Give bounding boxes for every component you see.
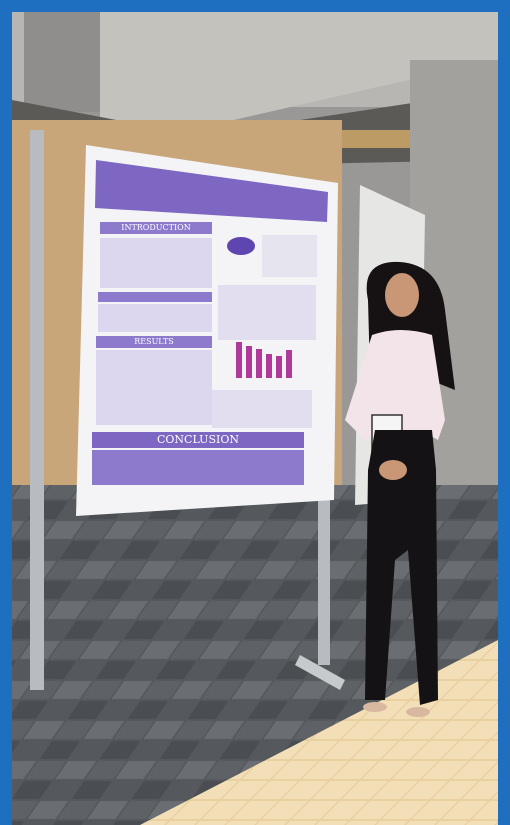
floor-light [140,640,498,825]
text-block [96,350,212,425]
column [24,12,104,112]
section-bar [100,222,212,234]
ceiling-panel [100,12,498,130]
stand-foot [295,655,345,690]
figure [262,235,317,277]
section-bar [98,292,212,302]
person [345,261,455,717]
light [320,130,410,148]
text-block [100,238,212,288]
section-bar [96,336,212,348]
poster-bars [236,342,292,378]
section-heading: RESULTS [134,337,174,346]
conclusion-bar [92,432,304,448]
section-heading: CONCLUSION [157,433,239,446]
stand-pole [30,130,44,690]
section-heading: INTRODUCTION [121,223,190,232]
conclusion-block [92,450,304,485]
poster-header [95,160,328,222]
table [212,390,312,428]
text-block [98,304,212,332]
figure [227,237,255,255]
table [218,285,316,340]
